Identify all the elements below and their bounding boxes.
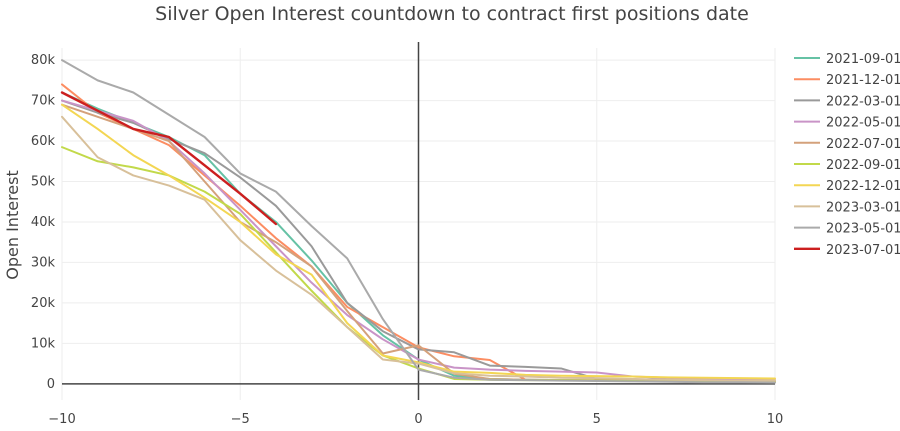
series-line-8 (61, 59, 776, 384)
x-tick-label-1: −5 (231, 412, 250, 427)
y-tick-label-7: 70k (31, 94, 56, 109)
legend-label-8: 2023-05-01 (826, 222, 900, 237)
x-tick-label-4: 10 (767, 412, 784, 427)
y-tick-label-0: 0 (47, 377, 55, 392)
y-tick-label-8: 80k (31, 53, 56, 68)
x-tick-label-2: 0 (414, 412, 422, 427)
legend-label-3: 2022-05-01 (826, 116, 900, 131)
legend-label-6: 2022-12-01 (826, 179, 900, 194)
legend-label-5: 2022-09-01 (826, 158, 900, 173)
legend-label-9: 2023-07-01 (826, 243, 900, 258)
chart-title: Silver Open Interest countdown to contra… (155, 3, 749, 25)
x-tick-label-3: 5 (593, 412, 601, 427)
series-line-6 (61, 103, 776, 380)
axis-layer: 0 10k 20k 30k 40k 50k 60k 70k 80k −10 −5 0 5 10 (31, 42, 783, 427)
x-tick-label-0: −10 (48, 412, 75, 427)
series-line-7 (61, 115, 776, 382)
y-tick-label-5: 50k (31, 175, 56, 190)
y-tick-label-1: 10k (31, 336, 56, 351)
legend-layer: 2021-09-01 2021-12-01 2022-03-01 2022-05-01… (794, 52, 900, 258)
y-tick-label-4: 40k (31, 215, 56, 230)
legend-label-2: 2022-03-01 (826, 94, 900, 109)
series-line-9 (60, 91, 278, 226)
series-layer (60, 59, 776, 384)
legend-label-1: 2021-12-01 (826, 73, 900, 88)
y-tick-label-2: 20k (31, 296, 56, 311)
legend-label-4: 2022-07-01 (826, 137, 900, 152)
legend-label-0: 2021-09-01 (826, 52, 900, 67)
legend-label-7: 2023-03-01 (826, 200, 900, 215)
y-tick-label-6: 60k (31, 134, 56, 149)
y-axis-label: Open Interest (3, 170, 22, 279)
y-tick-label-3: 30k (31, 255, 56, 270)
